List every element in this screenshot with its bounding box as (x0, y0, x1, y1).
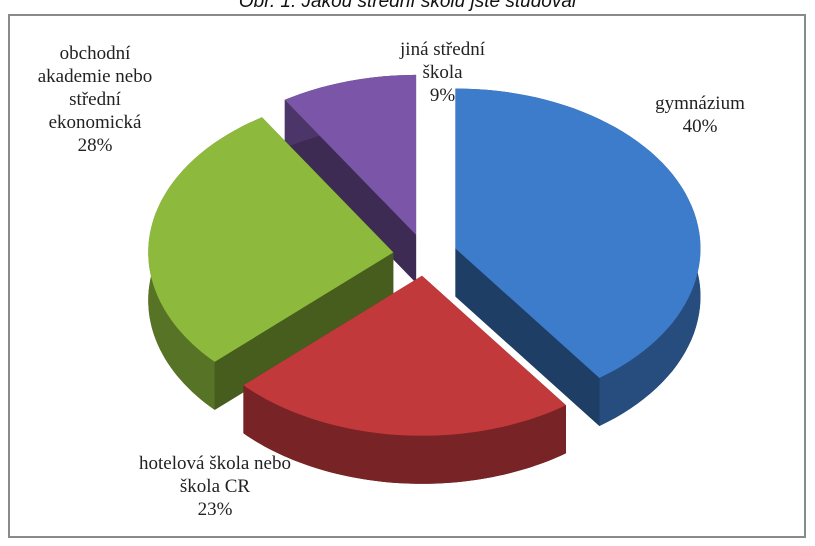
value-label: 9% (429, 85, 456, 106)
value-label: 40% (682, 116, 718, 137)
slice-label: jiná střední škola 9% (385, 38, 500, 107)
slice-group (148, 117, 394, 410)
slice-side (455, 248, 600, 426)
slice-wall (243, 385, 566, 484)
slice-side (284, 99, 417, 283)
slice-label: obchodní akademie nebo střední ekonomick… (25, 42, 165, 157)
category-label: hotelová škola nebo škola CR (139, 453, 291, 497)
slice (148, 117, 394, 362)
category-label: obchodní akademie nebo střední ekonomick… (37, 43, 153, 133)
category-label: gymnázium (655, 93, 745, 114)
value-label: 28% (77, 135, 113, 156)
category-label: jiná střední škola (400, 39, 485, 83)
chart-frame (8, 14, 806, 538)
slice (243, 275, 566, 436)
slice-label: hotelová škola nebo škola CR 23% (130, 452, 300, 521)
slice-group (243, 275, 566, 484)
value-label: 23% (197, 499, 233, 520)
slice (455, 88, 701, 378)
chart-title: Obr. 1: Jakou střední školu jste studova… (238, 0, 577, 12)
slice-label: gymnázium 40% (630, 92, 770, 138)
slice-group (455, 88, 701, 426)
slice-side (214, 252, 394, 410)
slice (284, 74, 417, 235)
